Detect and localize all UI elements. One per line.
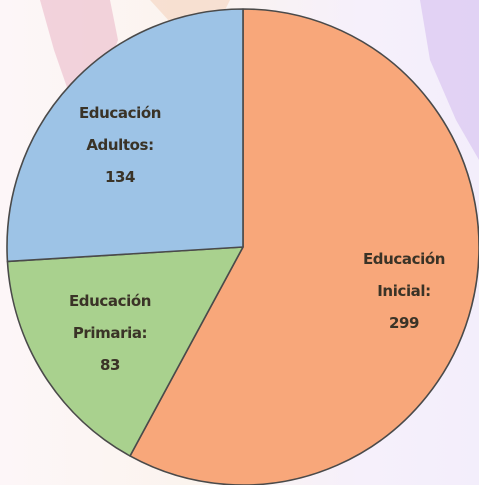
- pie-slice-label-line: Educación: [79, 104, 161, 122]
- pie-slice-2: [6, 246, 244, 457]
- pie-slice-label-line: Educación: [69, 292, 151, 310]
- pie-slice-3: [6, 8, 244, 263]
- pie-slices: [6, 8, 479, 485]
- pie-slice-label-line: Inicial:: [377, 282, 431, 300]
- pie-slice-label-2: Educación Primaria: 83: [69, 292, 151, 374]
- pie-slice-label-3: Educación Adultos: 134: [79, 104, 161, 186]
- pie-slice-label-line: 134: [105, 168, 135, 186]
- pie-slice-label-line: Adultos:: [86, 136, 153, 154]
- pie-slice-label-line: 299: [389, 314, 419, 332]
- watermark-purple-shape: [420, 0, 479, 160]
- pie-labels: Educación Inicial: 299 Educación Primaria: 83…: [69, 104, 445, 374]
- pie-slice-label-1: Educación Inicial: 299: [363, 250, 445, 332]
- pie-slice-label-line: Primaria:: [73, 324, 147, 342]
- pie-slice-label-line: 83: [100, 356, 120, 374]
- pie-slice-label-line: Educación: [363, 250, 445, 268]
